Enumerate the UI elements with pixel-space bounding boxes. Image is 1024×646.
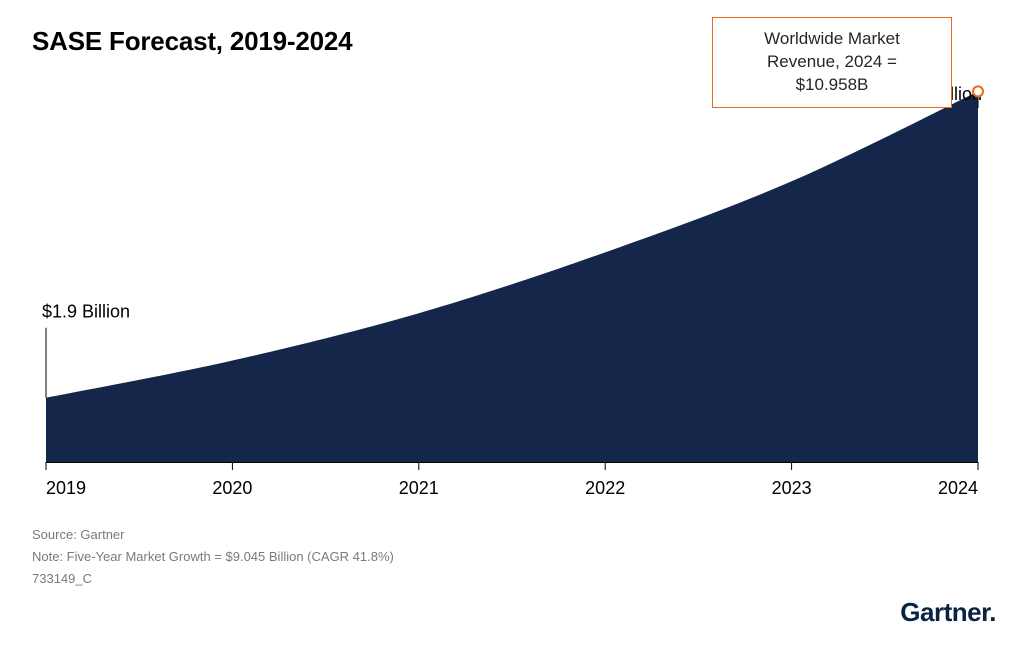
forecast-area-chart: 201920202021202220232024$1.9 Billion$11 … <box>32 80 992 500</box>
callout-line-2: Revenue, 2024 = $10.958B <box>767 52 897 94</box>
gartner-logo: Gartner. <box>900 597 996 628</box>
end-point-marker <box>973 86 983 96</box>
x-axis-label: 2021 <box>399 478 439 498</box>
x-axis-label: 2023 <box>772 478 812 498</box>
callout-line-1: Worldwide Market <box>764 29 900 48</box>
footer-source: Source: Gartner <box>32 524 394 546</box>
x-axis-label: 2024 <box>938 478 978 498</box>
chart-svg: 201920202021202220232024$1.9 Billion$11 … <box>32 80 992 500</box>
x-axis-label: 2019 <box>46 478 86 498</box>
callout-box: Worldwide Market Revenue, 2024 = $10.958… <box>712 17 952 108</box>
x-axis-label: 2020 <box>212 478 252 498</box>
area-fill <box>46 91 978 462</box>
logo-dot: . <box>989 597 996 627</box>
footer-note: Note: Five-Year Market Growth = $9.045 B… <box>32 546 394 568</box>
footer-doc-id: 733149_C <box>32 568 394 590</box>
chart-title: SASE Forecast, 2019-2024 <box>32 26 352 57</box>
logo-text: Gartner <box>900 597 989 627</box>
x-axis-label: 2022 <box>585 478 625 498</box>
start-value-label: $1.9 Billion <box>42 302 130 322</box>
chart-footer: Source: Gartner Note: Five-Year Market G… <box>32 524 394 590</box>
